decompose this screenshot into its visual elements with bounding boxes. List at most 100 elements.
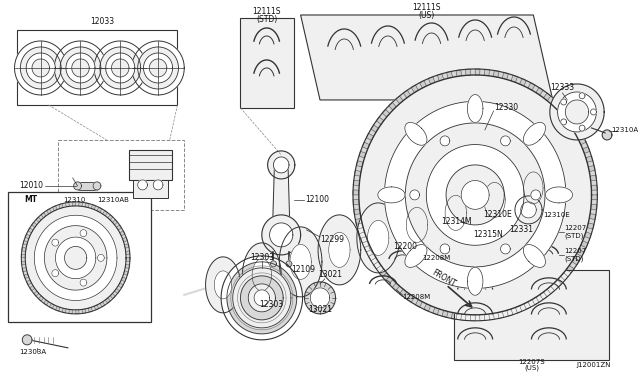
Polygon shape xyxy=(602,130,612,140)
Polygon shape xyxy=(446,165,504,225)
Polygon shape xyxy=(66,53,95,83)
Polygon shape xyxy=(80,279,87,286)
Polygon shape xyxy=(268,151,295,179)
Polygon shape xyxy=(122,237,127,242)
Polygon shape xyxy=(515,196,542,224)
Polygon shape xyxy=(360,237,367,243)
Polygon shape xyxy=(574,129,582,136)
Polygon shape xyxy=(105,298,110,303)
Text: 12207
(STD): 12207 (STD) xyxy=(564,225,587,239)
Polygon shape xyxy=(554,280,561,288)
Polygon shape xyxy=(26,280,31,285)
Polygon shape xyxy=(94,41,147,95)
Polygon shape xyxy=(80,230,87,237)
Polygon shape xyxy=(589,214,596,219)
Polygon shape xyxy=(369,254,376,261)
Polygon shape xyxy=(100,302,105,307)
Polygon shape xyxy=(38,296,44,301)
Bar xyxy=(8,192,151,322)
Polygon shape xyxy=(97,254,104,262)
Polygon shape xyxy=(100,47,141,89)
Polygon shape xyxy=(396,96,403,104)
Polygon shape xyxy=(424,304,431,311)
Polygon shape xyxy=(241,276,283,320)
Polygon shape xyxy=(388,102,396,110)
Polygon shape xyxy=(461,314,466,320)
Polygon shape xyxy=(115,288,120,294)
Text: FRONT: FRONT xyxy=(431,267,458,288)
Polygon shape xyxy=(587,223,594,229)
Text: 12200: 12200 xyxy=(393,243,417,251)
Polygon shape xyxy=(437,74,444,81)
Polygon shape xyxy=(493,71,499,77)
Polygon shape xyxy=(511,75,518,82)
Polygon shape xyxy=(498,311,504,318)
Text: 12010: 12010 xyxy=(20,182,44,190)
Polygon shape xyxy=(25,234,30,239)
Text: 12331: 12331 xyxy=(509,225,533,234)
Polygon shape xyxy=(405,123,545,267)
Text: 12299: 12299 xyxy=(320,235,344,244)
Polygon shape xyxy=(227,262,297,334)
Polygon shape xyxy=(32,222,36,227)
Text: J12001ZN: J12001ZN xyxy=(577,362,611,368)
Polygon shape xyxy=(570,121,577,128)
Polygon shape xyxy=(378,187,405,203)
Polygon shape xyxy=(56,306,60,311)
Polygon shape xyxy=(428,77,435,84)
Polygon shape xyxy=(406,208,428,243)
Polygon shape xyxy=(34,291,39,296)
Polygon shape xyxy=(82,309,86,314)
Polygon shape xyxy=(591,185,597,190)
Polygon shape xyxy=(433,307,439,315)
Polygon shape xyxy=(582,147,590,153)
Text: 12111S: 12111S xyxy=(412,3,441,13)
Polygon shape xyxy=(528,83,535,90)
Polygon shape xyxy=(364,245,371,252)
Polygon shape xyxy=(451,312,457,319)
Polygon shape xyxy=(44,300,49,305)
Polygon shape xyxy=(138,47,179,89)
Polygon shape xyxy=(28,228,33,233)
Polygon shape xyxy=(484,182,505,217)
Polygon shape xyxy=(252,259,271,291)
Polygon shape xyxy=(591,195,597,200)
Polygon shape xyxy=(579,125,585,131)
Polygon shape xyxy=(108,215,113,220)
Polygon shape xyxy=(564,113,571,121)
Polygon shape xyxy=(420,80,426,88)
Polygon shape xyxy=(221,256,303,340)
Polygon shape xyxy=(470,315,475,321)
Polygon shape xyxy=(35,215,117,301)
Polygon shape xyxy=(76,310,79,314)
Polygon shape xyxy=(118,283,124,288)
Polygon shape xyxy=(354,209,360,215)
Polygon shape xyxy=(454,270,609,360)
Polygon shape xyxy=(521,202,536,218)
Polygon shape xyxy=(56,237,96,279)
Polygon shape xyxy=(32,59,49,77)
Polygon shape xyxy=(41,212,46,218)
Polygon shape xyxy=(125,264,129,268)
Text: 12310AB: 12310AB xyxy=(97,197,129,203)
Polygon shape xyxy=(442,310,448,317)
Polygon shape xyxy=(371,125,378,132)
Polygon shape xyxy=(357,225,438,238)
Polygon shape xyxy=(382,109,390,117)
Polygon shape xyxy=(233,268,291,328)
Polygon shape xyxy=(359,75,591,315)
Polygon shape xyxy=(125,244,129,248)
Polygon shape xyxy=(355,170,361,176)
Polygon shape xyxy=(532,297,539,305)
Polygon shape xyxy=(273,157,289,173)
Polygon shape xyxy=(79,202,83,206)
Polygon shape xyxy=(243,243,281,307)
Polygon shape xyxy=(591,204,597,210)
Polygon shape xyxy=(396,213,477,225)
Polygon shape xyxy=(358,227,365,234)
Text: 12303: 12303 xyxy=(250,253,274,262)
Polygon shape xyxy=(138,180,147,190)
Polygon shape xyxy=(467,267,483,295)
Polygon shape xyxy=(473,165,516,235)
Polygon shape xyxy=(116,225,122,230)
